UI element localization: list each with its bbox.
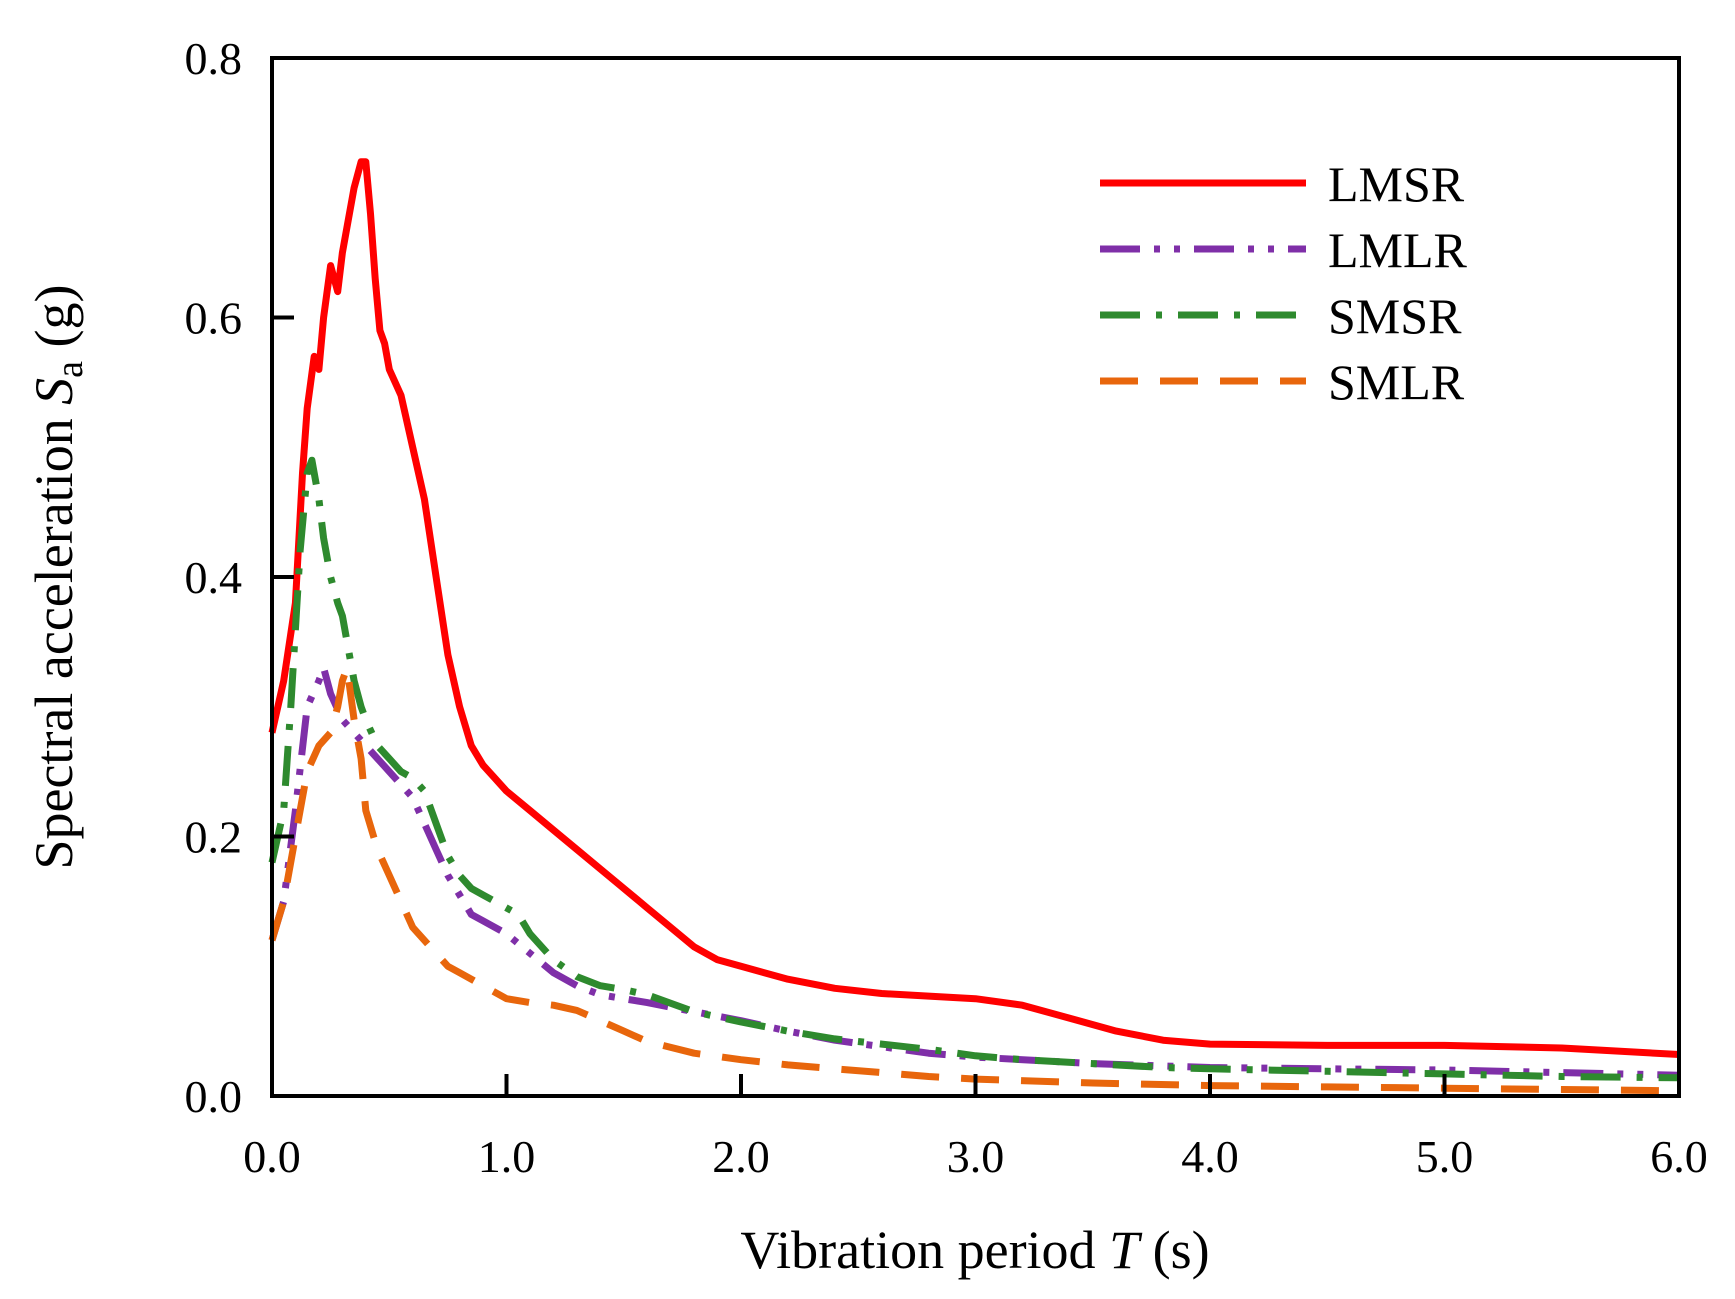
series-line-lmlr <box>268 664 1680 1079</box>
y-tick-label: 0.6 <box>185 293 243 344</box>
x-tick-label: 3.0 <box>947 1131 1005 1182</box>
y-tick-label: 0.0 <box>185 1071 243 1122</box>
y-axis-ticks: 0.0 0.2 0.4 0.6 0.8 <box>185 33 294 1122</box>
x-tick-label: 5.0 <box>1416 1131 1474 1182</box>
series-line-smsr <box>268 456 1680 1082</box>
legend-label-smsr: SMSR <box>1328 288 1462 344</box>
legend-label-lmlr: LMLR <box>1328 222 1468 278</box>
x-axis-title: Vibration period T (s) <box>740 1220 1209 1280</box>
legend-label-lmsr: LMSR <box>1328 156 1465 212</box>
plot-frame <box>270 56 1681 1098</box>
series-line-smlr <box>268 664 1680 1095</box>
series-layer <box>268 158 1680 1095</box>
y-tick-label: 0.8 <box>185 33 243 84</box>
x-axis-ticks: 0.0 1.0 2.0 3.0 4.0 5.0 6.0 <box>243 1074 1708 1182</box>
series-line-lmsr <box>268 158 1680 1058</box>
y-axis-title: Spectral acceleration Sa (g) <box>24 284 91 869</box>
y-tick-label: 0.2 <box>185 812 243 863</box>
x-tick-label: 4.0 <box>1181 1131 1239 1182</box>
x-tick-label: 6.0 <box>1650 1131 1708 1182</box>
legend: LMSR LMLR SMSR SMLR <box>1100 156 1468 410</box>
legend-label-smlr: SMLR <box>1328 354 1465 410</box>
x-tick-label: 0.0 <box>243 1131 301 1182</box>
x-tick-label: 2.0 <box>712 1131 770 1182</box>
y-tick-label: 0.4 <box>185 552 243 603</box>
x-tick-label: 1.0 <box>478 1131 536 1182</box>
